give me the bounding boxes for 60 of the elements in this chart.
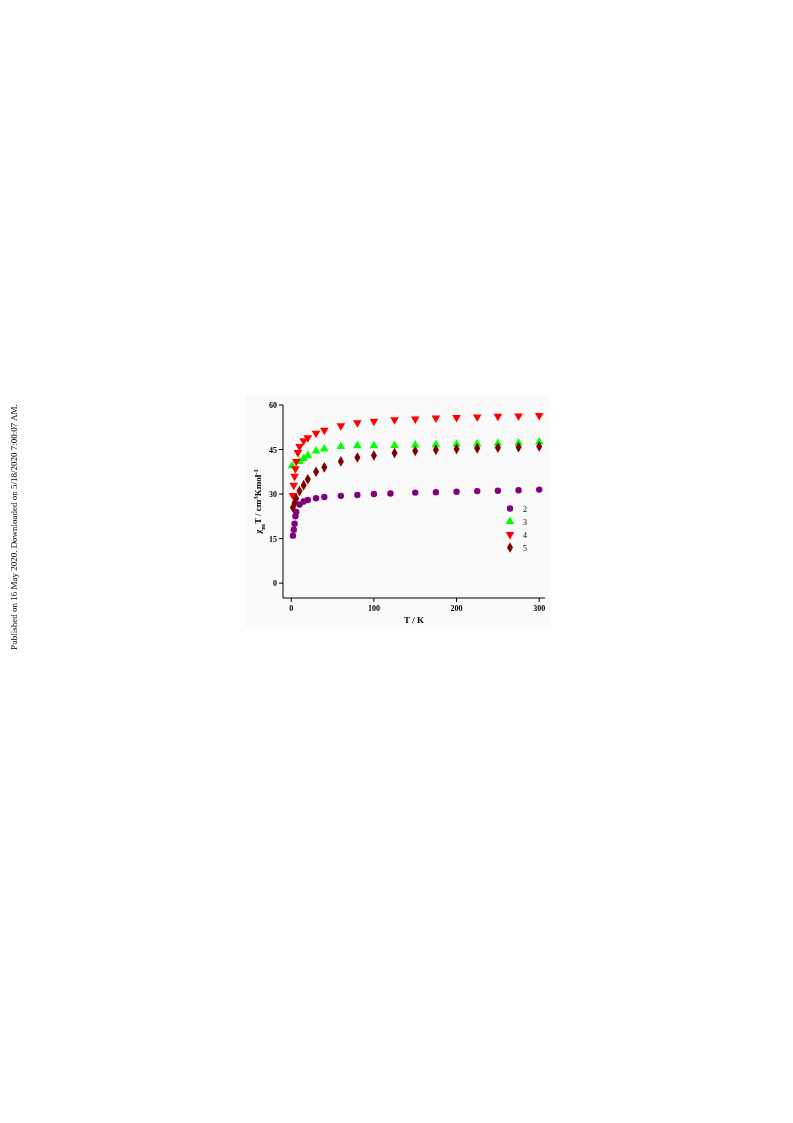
- x-tick-label: 0: [289, 604, 294, 613]
- point: [474, 487, 481, 495]
- text: Published on 16 May 2020. Downloaded on 5/18/2020 7:00:07 AM.: [9, 404, 19, 650]
- point: [369, 418, 379, 427]
- point: [291, 520, 298, 527]
- legend-label: 4: [523, 530, 527, 540]
- point: [291, 466, 300, 474]
- point: [453, 488, 460, 495]
- point: [304, 496, 312, 504]
- point: [293, 508, 300, 516]
- point: [452, 414, 461, 423]
- point: [390, 440, 399, 448]
- point: [494, 487, 502, 495]
- point: [431, 415, 441, 424]
- point: [311, 446, 321, 454]
- point: [369, 440, 379, 449]
- y-tick-label: 0: [273, 579, 277, 589]
- point: [410, 440, 420, 448]
- point: [303, 435, 313, 443]
- point: [390, 417, 399, 425]
- point: [472, 414, 482, 422]
- point: [336, 441, 346, 450]
- y-tick-label: 30: [269, 490, 277, 500]
- point: [320, 443, 329, 452]
- point: [370, 490, 378, 498]
- legend-label: 2: [523, 504, 527, 514]
- point: [312, 495, 320, 502]
- x-tick-label: 100: [367, 604, 380, 613]
- x-tick-label: 200: [450, 604, 463, 613]
- point: [353, 420, 362, 428]
- point: [290, 473, 299, 482]
- point: [289, 482, 299, 491]
- point: [311, 430, 321, 439]
- point: [432, 489, 440, 496]
- point: [493, 413, 503, 422]
- point: [354, 491, 361, 499]
- point: [353, 440, 362, 449]
- point: [534, 412, 544, 421]
- point: [514, 413, 523, 421]
- point: [289, 532, 297, 539]
- point: [515, 487, 522, 494]
- legend-label: 5: [523, 543, 527, 553]
- y-tick-label: 45: [269, 445, 277, 455]
- point: [387, 490, 394, 497]
- point: [291, 458, 301, 467]
- point: [290, 526, 297, 533]
- point: [536, 486, 543, 493]
- y-tick-label: 60: [269, 401, 277, 410]
- point: [320, 427, 329, 436]
- legend-label: 3: [523, 517, 527, 527]
- point: [303, 450, 313, 458]
- point: [336, 423, 346, 431]
- x-tick-label: 300: [533, 604, 546, 613]
- point: [410, 416, 420, 424]
- point: [321, 493, 328, 501]
- point: [412, 489, 419, 496]
- point: [337, 492, 345, 500]
- x-axis-title: T / K: [404, 615, 424, 625]
- y-tick-label: 15: [269, 534, 277, 544]
- point: [293, 450, 303, 458]
